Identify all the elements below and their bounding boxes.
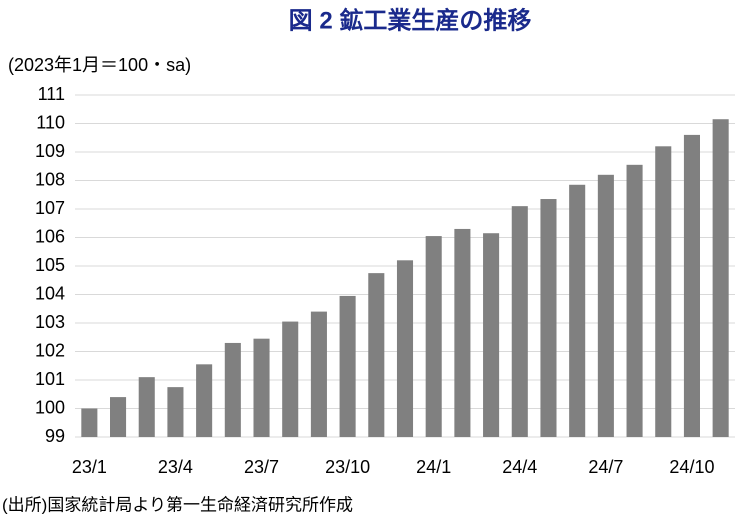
y-tick-label: 109	[35, 141, 65, 161]
bar	[253, 338, 270, 437]
bar	[626, 164, 643, 437]
bar	[282, 321, 299, 437]
x-tick-label: 23/4	[158, 457, 193, 477]
y-tick-label: 106	[35, 226, 65, 246]
bar	[167, 387, 184, 437]
bar	[454, 228, 471, 437]
x-tick-label: 24/1	[416, 457, 451, 477]
y-tick-label: 111	[38, 84, 65, 104]
x-tick-label: 24/4	[502, 457, 537, 477]
y-tick-label: 110	[36, 112, 65, 132]
y-tick-label: 99	[45, 426, 65, 446]
bar	[425, 236, 442, 437]
y-tick-label: 102	[35, 340, 65, 360]
bar	[224, 342, 241, 437]
bar	[196, 364, 213, 437]
x-tick-label: 24/7	[588, 457, 623, 477]
y-tick-label: 103	[35, 312, 65, 332]
bar	[683, 134, 700, 437]
chart-subtitle: (2023年1月＝100・sa)	[8, 55, 191, 75]
source-note: (出所)国家統計局より第一生命経済研究所作成	[2, 495, 353, 514]
y-tick-label: 100	[35, 397, 65, 417]
bar	[655, 146, 672, 438]
x-tick-label: 23/10	[325, 457, 370, 477]
bar	[511, 206, 528, 437]
x-tick-label: 23/7	[244, 457, 279, 477]
bar	[368, 273, 385, 437]
bar	[540, 199, 557, 437]
y-tick-label: 108	[35, 169, 65, 189]
x-tick-label: 24/10	[669, 457, 714, 477]
bar	[396, 260, 414, 437]
bar	[138, 377, 155, 437]
chart-title: 図 2 鉱工業生産の推移	[289, 6, 532, 34]
y-tick-label: 107	[35, 198, 65, 218]
bar	[597, 174, 614, 438]
bar	[483, 233, 500, 437]
y-tick-label: 105	[35, 255, 65, 275]
y-tick-label: 101	[35, 369, 65, 389]
bar	[569, 184, 586, 437]
bar	[310, 311, 327, 437]
x-tick-label: 23/1	[72, 457, 107, 477]
bar	[81, 408, 98, 437]
bar	[712, 119, 729, 437]
bar	[339, 295, 356, 437]
y-tick-label: 104	[35, 283, 65, 303]
bar	[110, 397, 127, 437]
